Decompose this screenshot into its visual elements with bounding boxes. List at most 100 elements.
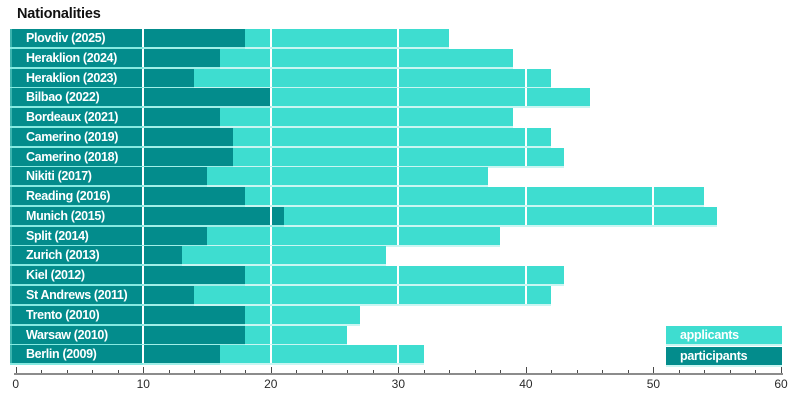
x-axis-minor-tick [372, 369, 374, 373]
gridline [142, 325, 145, 344]
gridline [652, 187, 655, 206]
x-axis-minor-tick [321, 369, 323, 373]
x-axis-line [13, 372, 783, 375]
gridline [269, 206, 272, 225]
legend-item-applicants: applicants [666, 326, 782, 344]
gridline [142, 29, 145, 47]
x-axis-minor-tick [474, 369, 476, 373]
chart-row: St Andrews (2011) [10, 286, 782, 304]
x-axis-minor-tick [449, 369, 451, 373]
row-label: Plovdiv (2025) [10, 29, 144, 47]
chart-row: Reading (2016) [10, 187, 782, 206]
chart-row: Warsaw (2010) [10, 325, 782, 344]
gridline [524, 88, 527, 107]
gridline [397, 108, 400, 127]
legend: applicants participants [666, 326, 782, 367]
gridline [269, 127, 272, 146]
chart-row: Berlin (2009) [10, 345, 782, 364]
x-axis-minor-tick [423, 369, 425, 373]
chart-row: Zurich (2013) [10, 246, 782, 265]
gridline [524, 147, 527, 166]
x-axis: 0 10 20 30 40 50 60 [10, 365, 796, 399]
gridline [269, 68, 272, 87]
x-axis-minor-tick [704, 369, 706, 373]
gridline [142, 206, 145, 225]
row-label: Bilbao (2022) [10, 88, 144, 107]
gridline [142, 286, 145, 304]
x-axis-minor-tick [41, 369, 43, 373]
gridline [269, 88, 272, 107]
gridline [397, 167, 400, 186]
gridline [142, 68, 145, 87]
gridline [397, 127, 400, 146]
x-axis-minor-tick [194, 369, 196, 373]
gridline [397, 187, 400, 206]
gridline [269, 167, 272, 186]
gridline [142, 88, 145, 107]
gridline [142, 246, 145, 265]
row-label: Split (2014) [10, 226, 144, 245]
gridline [142, 226, 145, 245]
gridline [142, 187, 145, 206]
gridline [397, 206, 400, 225]
gridline [397, 29, 400, 47]
chart-row: Munich (2015) [10, 206, 782, 225]
x-axis-minor-tick [245, 369, 247, 373]
gridline [142, 48, 145, 67]
gridline [397, 88, 400, 107]
x-axis-minor-tick [678, 369, 680, 373]
row-label: Camerino (2018) [10, 147, 144, 166]
gridline [524, 68, 527, 87]
x-axis-minor-tick [117, 369, 119, 373]
x-axis-major-tick [143, 366, 145, 373]
gridline [524, 187, 527, 206]
gridline [397, 226, 400, 245]
x-axis-minor-tick [551, 369, 553, 373]
row-label: Warsaw (2010) [10, 325, 144, 344]
gridline [142, 108, 145, 127]
gridline [269, 325, 272, 344]
chart-row: Heraklion (2024) [10, 48, 782, 67]
x-axis-minor-tick [92, 369, 94, 373]
chart-row: Plovdiv (2025) [10, 29, 782, 47]
gridline [524, 127, 527, 146]
row-label: Berlin (2009) [10, 345, 144, 364]
chart-row: Trento (2010) [10, 305, 782, 324]
x-axis-minor-tick [576, 369, 578, 373]
gridline [269, 226, 272, 245]
x-axis-minor-tick [66, 369, 68, 373]
gridline [142, 147, 145, 166]
x-axis-minor-tick [627, 369, 629, 373]
legend-item-participants: participants [666, 346, 782, 365]
chart-row: Heraklion (2023) [10, 68, 782, 87]
x-axis-tick-label: 50 [646, 377, 661, 391]
chart-row: Bordeaux (2021) [10, 108, 782, 127]
gridline [397, 147, 400, 166]
gridline [269, 246, 272, 265]
row-label: Reading (2016) [10, 187, 144, 206]
chart-title: Nationalities [17, 6, 101, 22]
gridline [524, 206, 527, 225]
gridline [652, 206, 655, 225]
x-axis-tick-label: 40 [519, 377, 533, 391]
gridline [142, 266, 145, 285]
gridline [397, 68, 400, 87]
gridline [397, 345, 400, 364]
gridline [524, 286, 527, 304]
gridline [269, 29, 272, 47]
row-label: Camerino (2019) [10, 127, 144, 146]
chart-row: Kiel (2012) [10, 266, 782, 285]
chart-row: Nikiti (2017) [10, 167, 782, 186]
x-axis-minor-tick [219, 369, 221, 373]
x-axis-tick-label: 20 [264, 377, 278, 391]
gridline [397, 266, 400, 285]
gridline [142, 305, 145, 324]
x-axis-major-tick [653, 366, 655, 373]
gridline [269, 266, 272, 285]
gridline [142, 127, 145, 146]
row-label: Nikiti (2017) [10, 167, 144, 186]
gridline [142, 345, 145, 364]
gridline [269, 305, 272, 324]
gridline [269, 48, 272, 67]
